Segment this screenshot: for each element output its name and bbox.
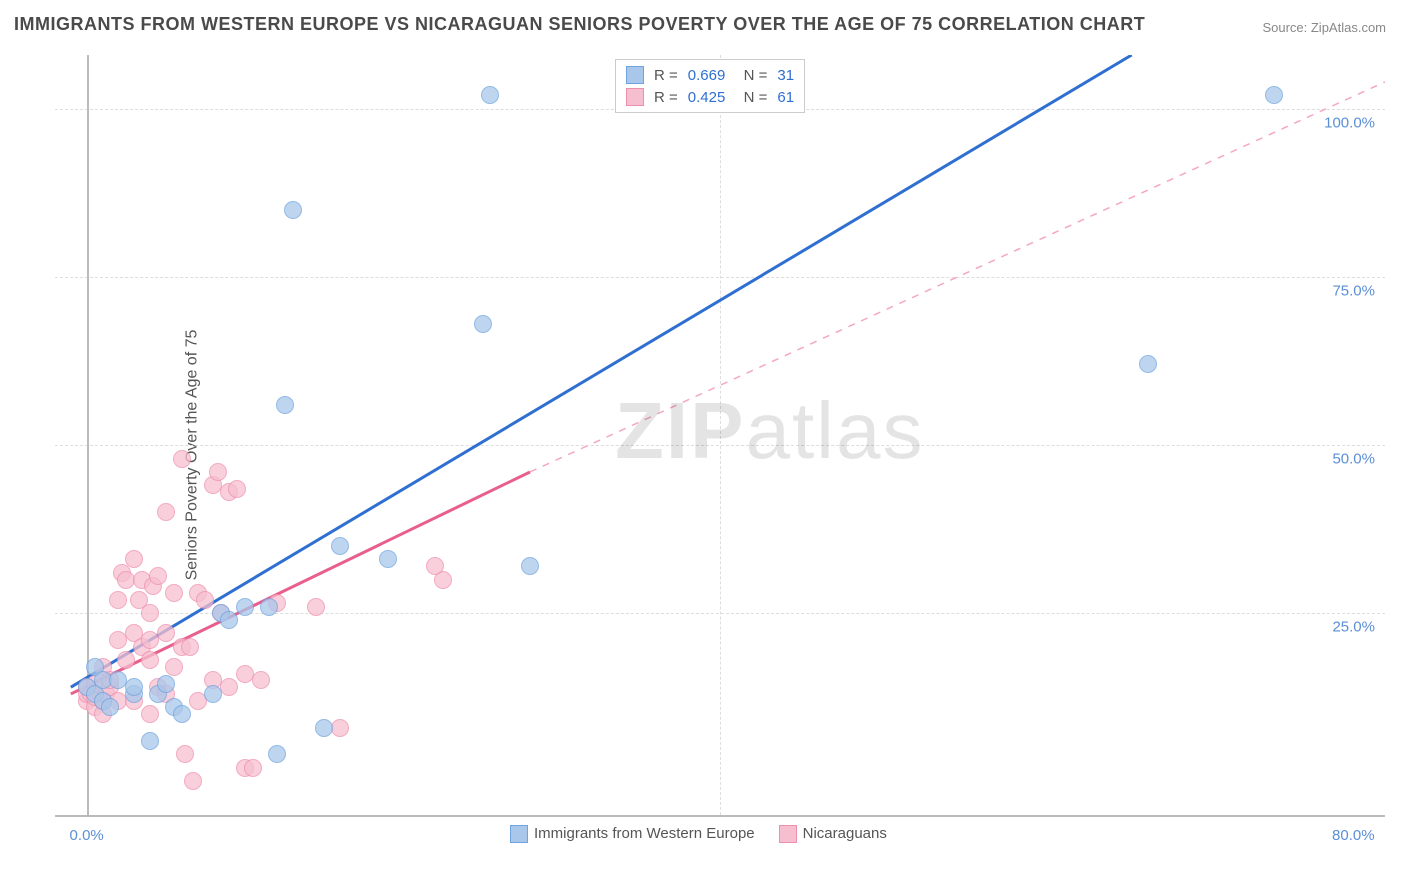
legend-correlation: R = 0.669 N = 31R = 0.425 N = 61 xyxy=(615,59,805,113)
data-point-pink xyxy=(307,598,325,616)
data-point-pink xyxy=(141,651,159,669)
legend-item-blue: Immigrants from Western Europe xyxy=(510,825,755,843)
data-point-blue xyxy=(157,675,175,693)
data-point-blue xyxy=(481,86,499,104)
data-point-pink xyxy=(220,678,238,696)
data-point-blue xyxy=(204,685,222,703)
data-point-blue xyxy=(315,719,333,737)
data-point-pink xyxy=(149,567,167,585)
data-point-pink xyxy=(181,638,199,656)
data-point-pink xyxy=(196,591,214,609)
data-point-pink xyxy=(244,759,262,777)
chart-title: IMMIGRANTS FROM WESTERN EUROPE VS NICARA… xyxy=(14,14,1145,35)
data-point-blue xyxy=(521,557,539,575)
data-point-pink xyxy=(165,658,183,676)
legend-row-blue: R = 0.669 N = 31 xyxy=(626,64,794,86)
data-point-pink xyxy=(209,463,227,481)
data-point-blue xyxy=(331,537,349,555)
data-point-pink xyxy=(165,584,183,602)
data-point-pink xyxy=(228,480,246,498)
data-point-pink xyxy=(331,719,349,737)
plot-area: Seniors Poverty Over the Age of 75 25.0%… xyxy=(55,55,1385,855)
data-point-pink xyxy=(109,591,127,609)
data-point-blue xyxy=(260,598,278,616)
legend-item-pink: Nicaraguans xyxy=(779,825,887,843)
y-tick-label: 50.0% xyxy=(1332,451,1375,468)
data-point-pink xyxy=(184,772,202,790)
data-point-pink xyxy=(141,604,159,622)
data-point-pink xyxy=(252,671,270,689)
y-tick-label: 25.0% xyxy=(1332,619,1375,636)
data-point-pink xyxy=(125,550,143,568)
gridline-v xyxy=(720,55,721,815)
source-label: Source: ZipAtlas.com xyxy=(1262,20,1386,35)
data-point-blue xyxy=(141,732,159,750)
data-point-blue xyxy=(276,396,294,414)
data-point-blue xyxy=(379,550,397,568)
data-point-pink xyxy=(157,503,175,521)
legend-series: Immigrants from Western Europe Nicaraguan… xyxy=(510,825,887,843)
legend-row-pink: R = 0.425 N = 61 xyxy=(626,86,794,108)
data-point-blue xyxy=(125,678,143,696)
data-point-blue xyxy=(173,705,191,723)
x-tick-label: 0.0% xyxy=(70,827,104,844)
x-tick-label: 80.0% xyxy=(1332,827,1375,844)
data-point-pink xyxy=(176,745,194,763)
data-point-pink xyxy=(426,557,444,575)
data-point-blue xyxy=(1139,355,1157,373)
data-point-pink xyxy=(173,450,191,468)
data-point-pink xyxy=(141,705,159,723)
y-tick-label: 100.0% xyxy=(1324,114,1375,131)
data-point-pink xyxy=(117,651,135,669)
x-axis xyxy=(55,815,1385,817)
data-point-blue xyxy=(474,315,492,333)
watermark: ZIPatlas xyxy=(615,385,924,477)
data-point-blue xyxy=(236,598,254,616)
data-point-blue xyxy=(284,201,302,219)
data-point-blue xyxy=(268,745,286,763)
data-point-pink xyxy=(157,624,175,642)
data-point-blue xyxy=(220,611,238,629)
data-point-blue xyxy=(1265,86,1283,104)
y-tick-label: 75.0% xyxy=(1332,282,1375,299)
data-point-blue xyxy=(101,698,119,716)
